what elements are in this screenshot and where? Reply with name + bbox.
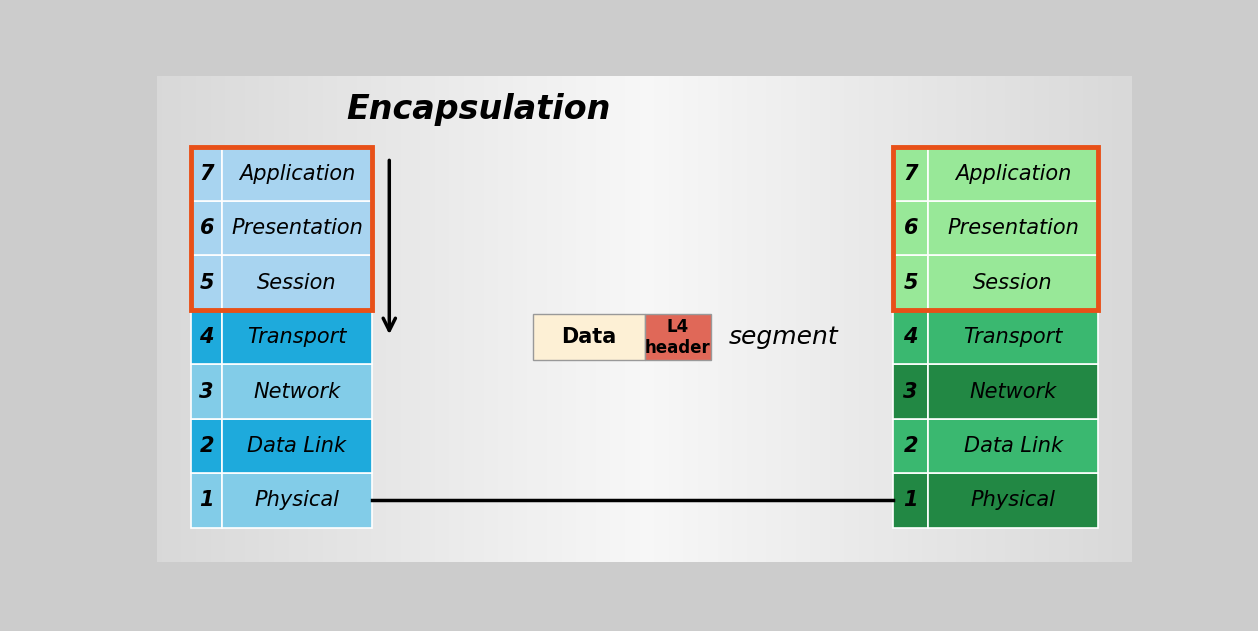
Text: Data: Data: [561, 327, 616, 347]
Text: Encapsulation: Encapsulation: [347, 93, 611, 126]
Text: 1: 1: [200, 490, 214, 510]
Bar: [191, 201, 221, 256]
Bar: [928, 364, 1098, 419]
Bar: [221, 473, 372, 528]
Bar: [191, 364, 221, 419]
Bar: [893, 146, 1098, 310]
Bar: [928, 256, 1098, 310]
Text: Application: Application: [955, 164, 1072, 184]
Bar: [191, 256, 221, 310]
Text: Presentation: Presentation: [947, 218, 1079, 239]
Text: Application: Application: [239, 164, 355, 184]
Text: Physical: Physical: [254, 490, 340, 510]
Bar: [893, 201, 928, 256]
Bar: [928, 473, 1098, 528]
Bar: [893, 310, 928, 364]
Bar: [221, 201, 372, 256]
Text: Network: Network: [253, 382, 341, 401]
Bar: [893, 364, 928, 419]
Bar: [221, 146, 372, 201]
Text: 4: 4: [903, 327, 918, 347]
Bar: [928, 419, 1098, 473]
Bar: [221, 310, 372, 364]
Bar: [645, 314, 711, 360]
Text: segment: segment: [728, 325, 838, 349]
Bar: [191, 310, 221, 364]
Bar: [893, 473, 928, 528]
Text: Physical: Physical: [971, 490, 1055, 510]
Bar: [191, 146, 372, 310]
Text: Transport: Transport: [248, 327, 346, 347]
Bar: [928, 310, 1098, 364]
Bar: [191, 419, 221, 473]
Text: 2: 2: [200, 436, 214, 456]
Text: Transport: Transport: [964, 327, 1063, 347]
Text: L4
header: L4 header: [645, 318, 711, 357]
Text: Data Link: Data Link: [964, 436, 1063, 456]
Bar: [221, 419, 372, 473]
Bar: [928, 201, 1098, 256]
Bar: [893, 256, 928, 310]
Text: 4: 4: [200, 327, 214, 347]
Bar: [191, 146, 221, 201]
Text: Data Link: Data Link: [248, 436, 346, 456]
Bar: [928, 146, 1098, 201]
Bar: [893, 419, 928, 473]
Text: Presentation: Presentation: [231, 218, 362, 239]
Text: Session: Session: [257, 273, 337, 293]
Bar: [191, 473, 221, 528]
Bar: [221, 364, 372, 419]
Text: Network: Network: [970, 382, 1057, 401]
Text: 1: 1: [903, 490, 918, 510]
Text: 3: 3: [903, 382, 918, 401]
Bar: [893, 146, 928, 201]
Bar: [532, 314, 644, 360]
Text: Session: Session: [974, 273, 1053, 293]
Text: 7: 7: [903, 164, 918, 184]
Text: 3: 3: [200, 382, 214, 401]
Text: 2: 2: [903, 436, 918, 456]
Text: 6: 6: [200, 218, 214, 239]
Text: 6: 6: [903, 218, 918, 239]
Bar: [221, 256, 372, 310]
Text: 5: 5: [200, 273, 214, 293]
Text: 7: 7: [200, 164, 214, 184]
Text: 5: 5: [903, 273, 918, 293]
